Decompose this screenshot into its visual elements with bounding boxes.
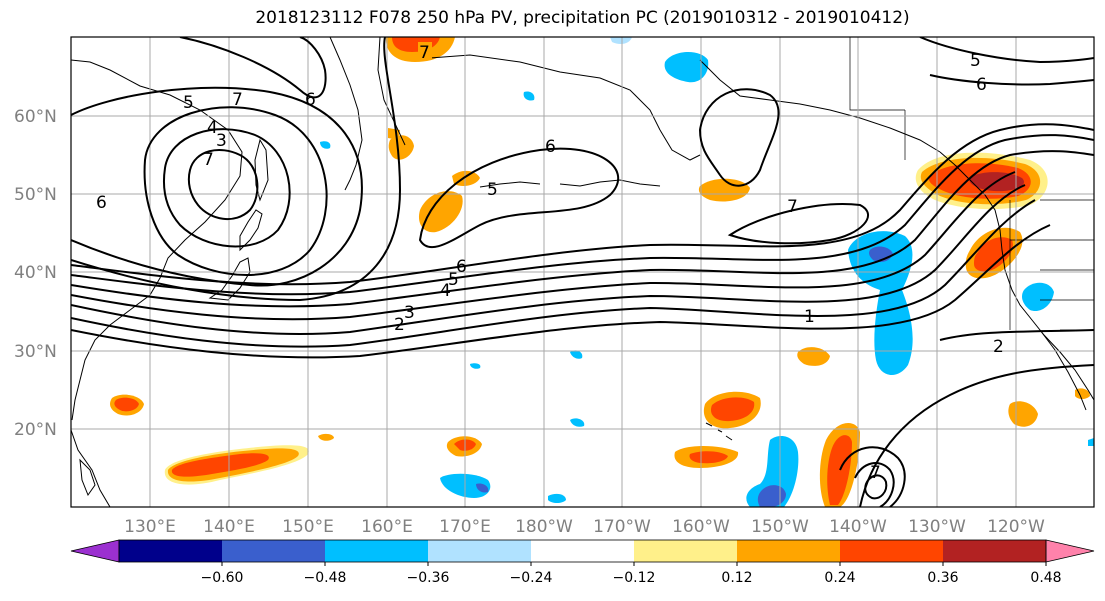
lon-label: 180°W <box>515 517 573 537</box>
lon-label: 140°W <box>829 517 887 537</box>
colorbar-tick-label: 0.48 <box>1030 570 1061 586</box>
colorbar-tick-label: 0.24 <box>824 570 855 586</box>
lon-label: 130°W <box>908 517 966 537</box>
colorbar-tick-label: −0.12 <box>613 570 656 586</box>
lon-label: 170°E <box>439 517 491 537</box>
colorbar-extend-low <box>70 539 120 563</box>
latitude-labels: 60°N 50°N 40°N 30°N 20°N <box>14 107 57 440</box>
lon-label: 150°W <box>751 517 809 537</box>
contour-label: 7 <box>203 150 214 170</box>
contour-label: 5 <box>487 180 498 200</box>
map-title: 2018123112 F078 250 hPa PV, precipitatio… <box>255 8 910 28</box>
pv-contours <box>71 37 1094 507</box>
colorbar-swatch <box>222 540 326 562</box>
colorbar-tick-label: −0.60 <box>201 570 244 586</box>
precip-positive-shading <box>110 37 1090 507</box>
contour-label: 6 <box>456 257 467 277</box>
lon-label: 160°W <box>672 517 730 537</box>
contour-label: 6 <box>545 137 556 157</box>
longitude-labels: 130°E 140°E 150°E 160°E 170°E 180°W 170°… <box>124 517 1045 537</box>
colorbar-swatch <box>943 540 1047 562</box>
lon-label: 120°W <box>987 517 1045 537</box>
contour-label: 1 <box>804 307 815 327</box>
colorbar-swatch <box>325 540 429 562</box>
gridlines <box>71 37 1094 507</box>
contour-labels: 7 6 5 7 4 3 6 7 6 5 7 6 5 4 3 2 1 5 6 2 … <box>96 42 1004 483</box>
colorbar-tick-label: −0.36 <box>407 570 450 586</box>
contour-label: 6 <box>96 193 107 213</box>
colorbar-swatch <box>119 540 223 562</box>
colorbar-tick-label: −0.24 <box>510 570 553 586</box>
lon-label: 140°E <box>203 517 255 537</box>
coastlines <box>71 37 1094 507</box>
lat-label: 50°N <box>14 185 57 205</box>
contour-label: 3 <box>216 131 227 151</box>
contour-label: 7 <box>232 90 243 110</box>
contour-label: 5 <box>970 51 981 71</box>
precip-negative-shading <box>320 37 1094 507</box>
lon-label: 160°E <box>361 517 413 537</box>
colorbar-tick-label: −0.48 <box>304 570 347 586</box>
contour-label: 4 <box>207 118 218 138</box>
contour-label: 7 <box>787 197 798 217</box>
contour-label: 2 <box>394 315 405 335</box>
contour-label: 5 <box>183 93 194 113</box>
colorbar-extend-high <box>1045 539 1095 563</box>
colorbar-swatch <box>737 540 841 562</box>
lat-label: 40°N <box>14 263 57 283</box>
colorbar-frame <box>118 539 1047 563</box>
colorbar-tick-label: 0.12 <box>721 570 752 586</box>
colorbar-swatch <box>840 540 944 562</box>
colorbar-swatch <box>634 540 738 562</box>
contour-label: 3 <box>404 303 415 323</box>
lat-label: 30°N <box>14 342 57 362</box>
colorbar-tick-label: 0.36 <box>927 570 958 586</box>
contour-label: 6 <box>976 75 987 95</box>
colorbar: −0.60 −0.48 −0.36 −0.24 −0.12 0.12 0.24 0.36 0.4… <box>70 539 1095 586</box>
lat-label: 20°N <box>14 420 57 440</box>
lon-label: 170°W <box>593 517 651 537</box>
contour-label: 2 <box>993 337 1004 357</box>
colorbar-swatch <box>428 540 532 562</box>
map-frame <box>70 36 1095 508</box>
contour-label: 4 <box>440 281 451 301</box>
lon-label: 130°E <box>124 517 176 537</box>
lon-label: 150°E <box>282 517 334 537</box>
lat-label: 60°N <box>14 107 57 127</box>
contour-label: 5 <box>448 270 459 290</box>
colorbar-swatch <box>531 540 635 562</box>
contour-label: 7 <box>870 463 881 483</box>
contour-label: 6 <box>305 90 316 110</box>
contour-label: 7 <box>419 43 430 63</box>
